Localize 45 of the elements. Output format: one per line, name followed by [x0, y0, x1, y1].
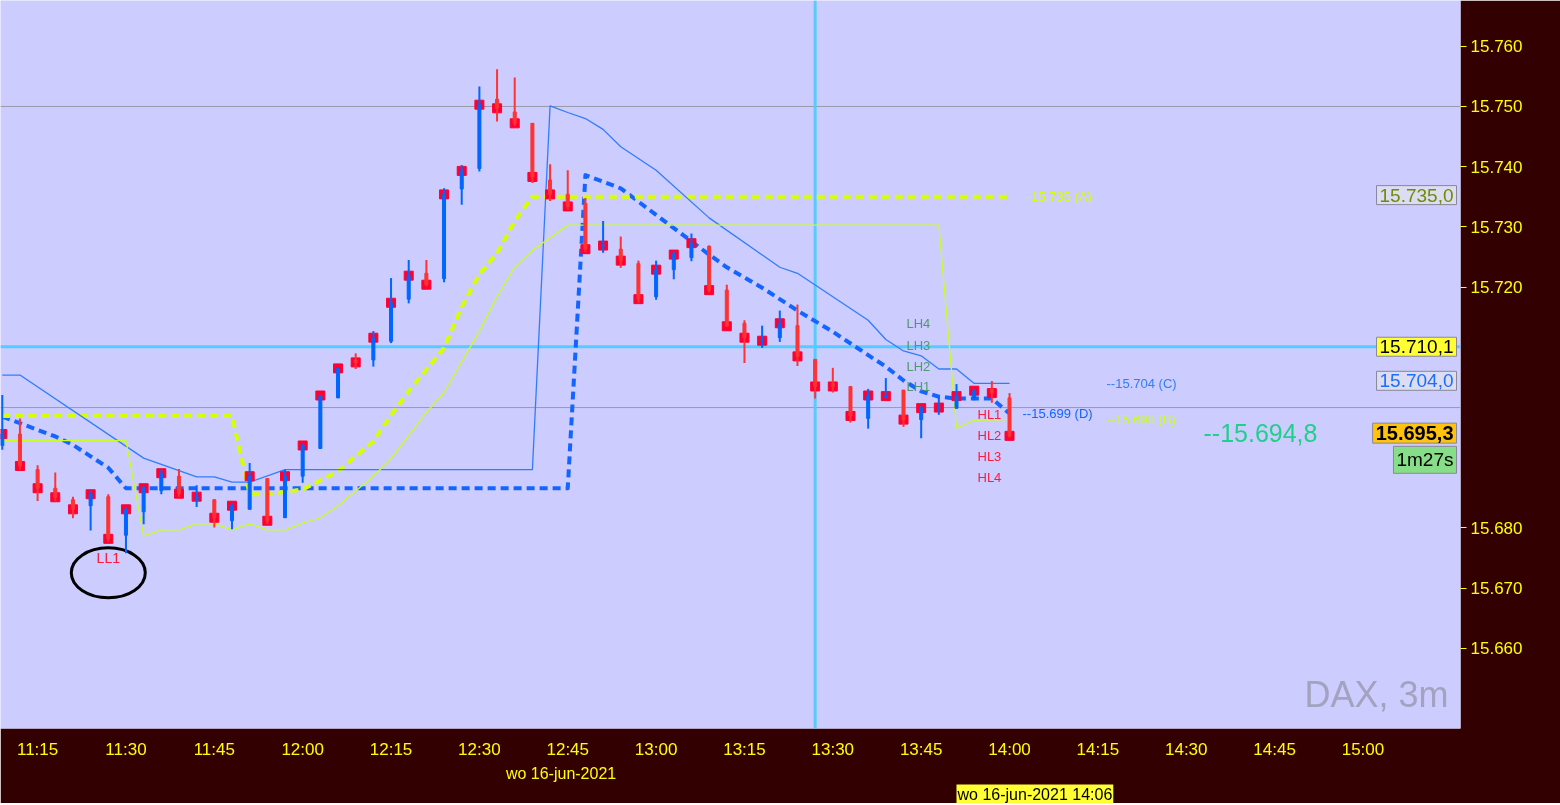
annotation: 15.735,0 — [1379, 184, 1454, 206]
ref-line-label: 15.710,1 — [1379, 336, 1454, 358]
annotation: --15.694,8 — [1203, 419, 1318, 448]
annotation: HL4 — [977, 470, 1002, 486]
x-tick-label: 14:00 — [988, 739, 1031, 759]
text: --15.704 (C) — [1106, 375, 1177, 391]
x-tick-label: 15:00 — [1341, 739, 1385, 759]
series-label: --15.699 (D) — [1022, 406, 1093, 422]
annotation: 1m27s — [1396, 449, 1454, 471]
x-tick-label: 11:30 — [105, 739, 147, 759]
annotation: HL2 — [977, 427, 1002, 443]
series-label: --15.735 (A) — [1022, 189, 1092, 205]
y-tick-label: 15.740 — [1470, 157, 1523, 177]
annotation: LH4 — [906, 316, 931, 332]
x-tick-label: 13:30 — [811, 739, 855, 759]
text: --15.698 (B) — [1106, 412, 1176, 428]
text: wo 16-jun-2021 — [504, 764, 617, 782]
x-tick-label: 12:00 — [281, 739, 324, 759]
annotation: HL1 — [977, 406, 1002, 422]
y-tick-label: 15.750 — [1470, 97, 1523, 117]
x-tick-label: 12:15 — [369, 739, 413, 759]
y-tick-label: 15.720 — [1470, 278, 1523, 298]
annotation: LL1 — [96, 549, 121, 566]
x-tick-label: 13:00 — [634, 739, 678, 759]
x-tick-label: 12:45 — [546, 739, 590, 759]
x-tick-label: 14:30 — [1164, 739, 1208, 759]
x-tick-label: 14:15 — [1076, 739, 1120, 759]
x-tick-label: 13:15 — [723, 739, 766, 759]
annotation: 15.695,3 — [1375, 422, 1454, 445]
x-tick-label: 14:45 — [1253, 739, 1296, 759]
y-tick-label: 15.680 — [1470, 518, 1523, 538]
y-tick-label: 15.760 — [1470, 37, 1523, 57]
y-tick-label: 15.660 — [1470, 639, 1523, 659]
y-tick-label: 15.670 — [1470, 579, 1523, 599]
annotation: 15.704,0 — [1379, 370, 1454, 392]
text: wo 16-jun-2021 14:06 — [956, 785, 1113, 803]
x-tick-label: 13:45 — [899, 739, 943, 759]
x-tick-label: 12:30 — [458, 739, 501, 759]
line-series — [1, 105, 1011, 483]
y-tick-label: 15.730 — [1470, 217, 1523, 237]
x-tick-label: 11:45 — [193, 739, 235, 759]
text: DAX, 3m — [1304, 674, 1449, 715]
x-tick-label: 11:15 — [16, 739, 59, 759]
annotation: HL3 — [977, 449, 1002, 465]
annotation: LH2 — [906, 359, 931, 375]
